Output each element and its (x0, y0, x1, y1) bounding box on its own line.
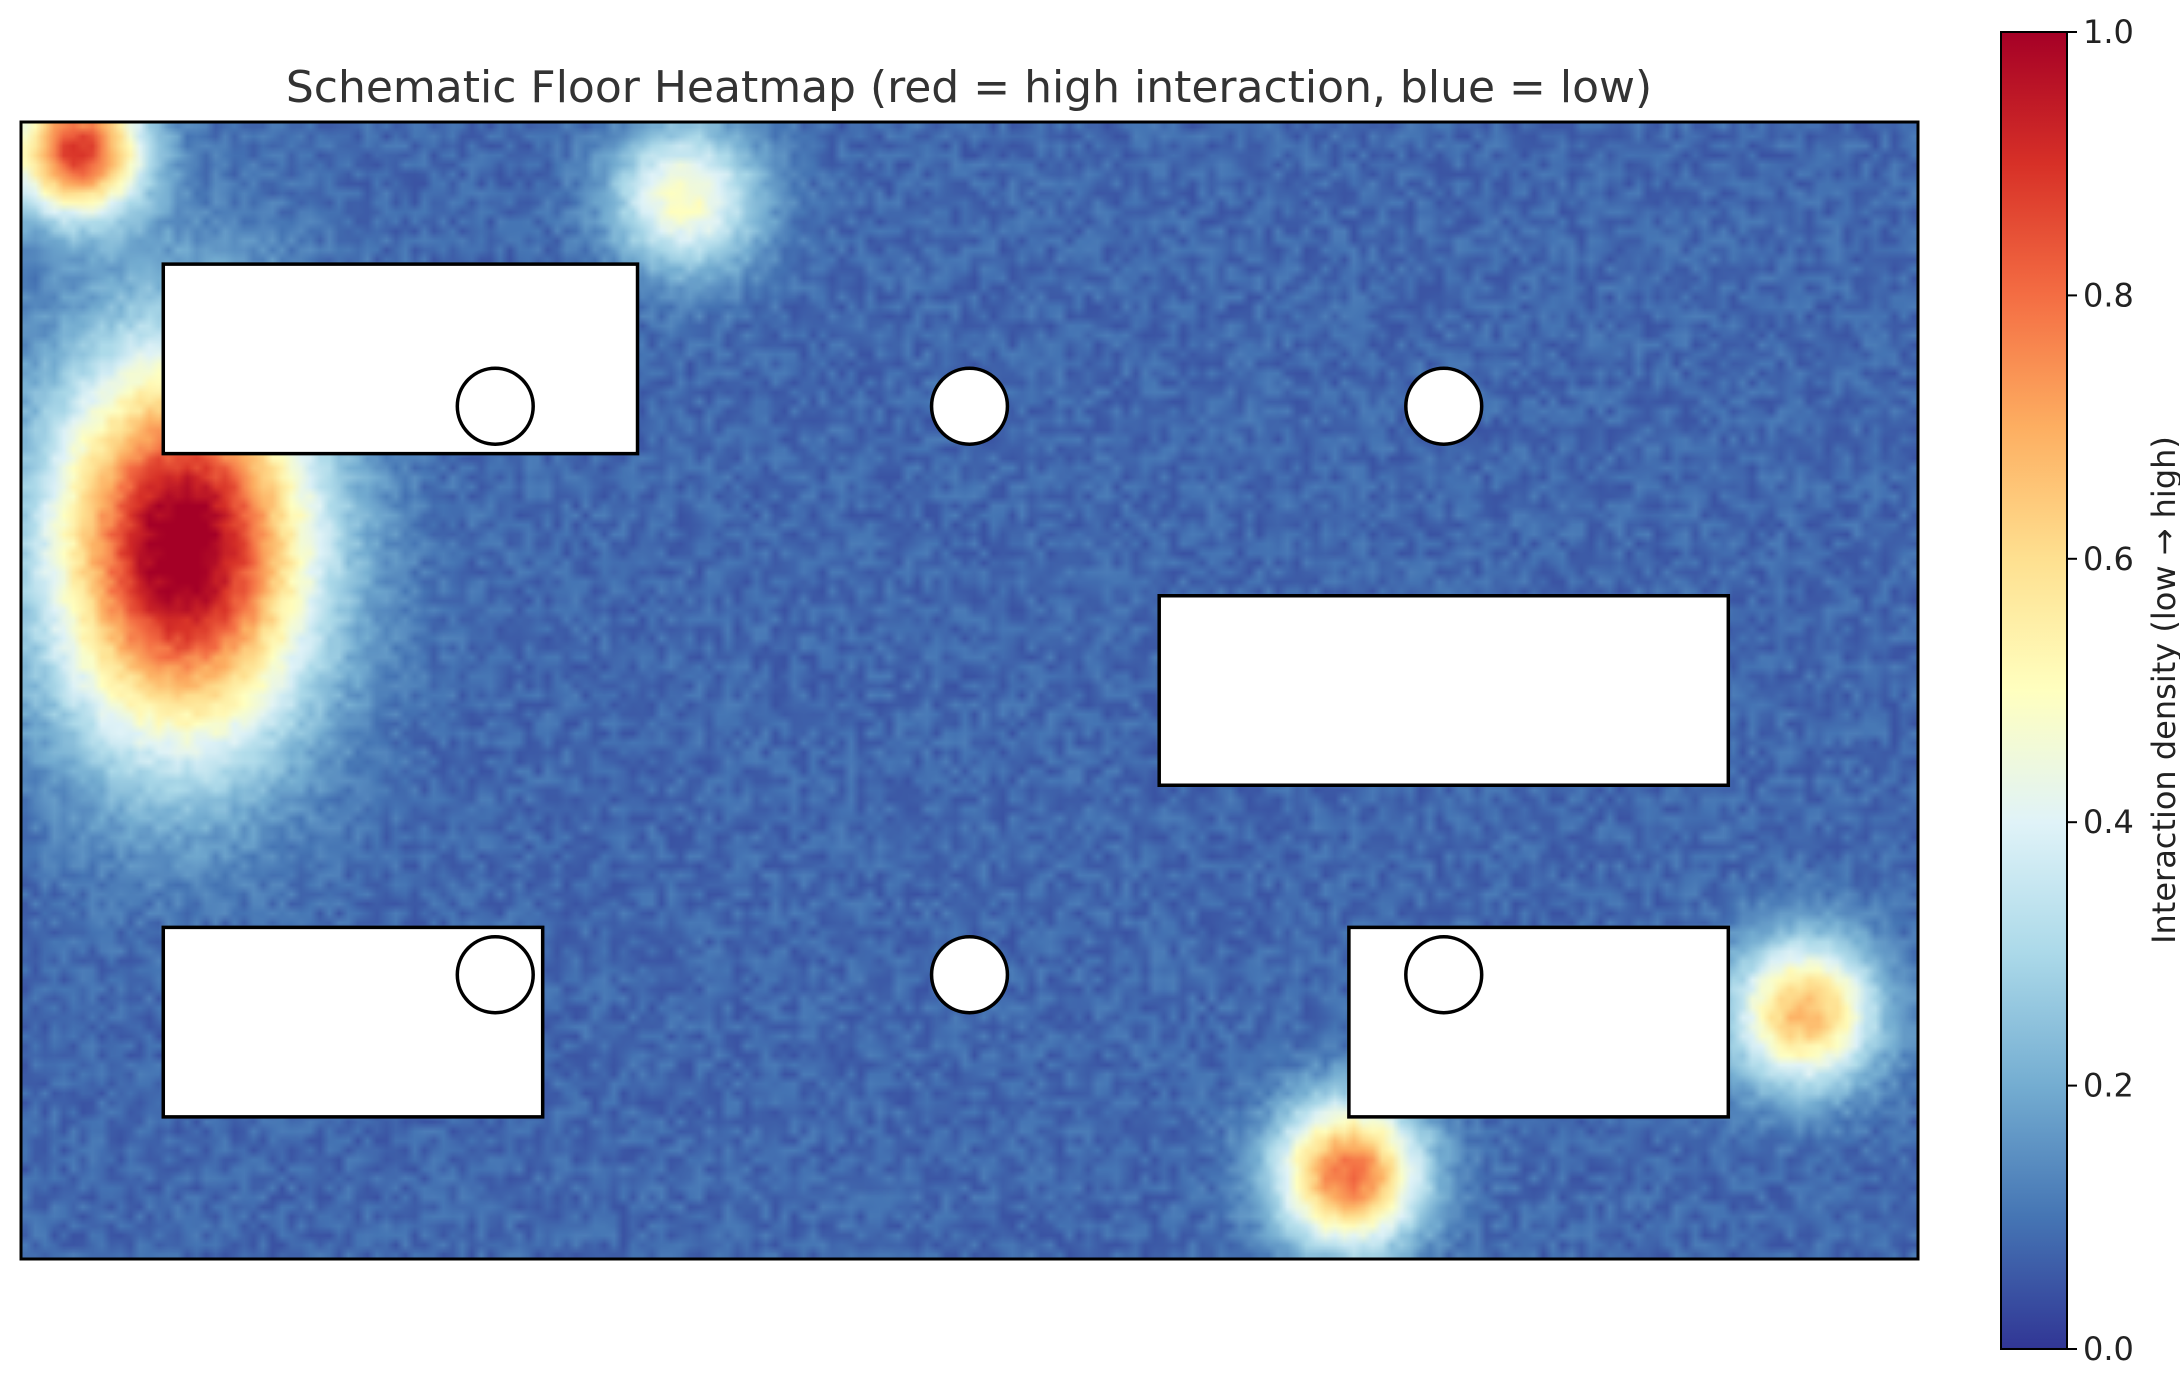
obstacle-circle (455, 935, 535, 1015)
obstacle-circle (929, 935, 1010, 1015)
chart-title: Schematic Floor Heatmap (red = high inte… (286, 62, 1652, 113)
colorbar: 0.0 0.2 0.4 0.6 0.8 1.0 Interaction density (… (2000, 13, 2180, 1368)
colorbar-tick-label: 1.0 (2083, 13, 2134, 51)
obstacle-rectangle (1347, 925, 1731, 1119)
colorbar-tick-label: 0.6 (2083, 540, 2134, 578)
colorbar-tick-label: 0.2 (2083, 1067, 2134, 1105)
obstacle-circle (1404, 935, 1484, 1015)
obstacle-circle (929, 366, 1010, 446)
obstacle-rectangle (1157, 594, 1731, 787)
colorbar-label: Interaction density (low → high) (2145, 436, 2180, 944)
colorbar-tick-label: 0.4 (2083, 803, 2134, 841)
colorbar-gradient (2000, 31, 2068, 1350)
colorbar-tick-label: 0.8 (2083, 276, 2134, 314)
plot-area (19, 120, 1920, 1261)
plot-frame (19, 120, 1920, 1261)
obstacle-circle (455, 366, 535, 446)
obstacle-circle (1404, 366, 1484, 446)
colorbar-tick-label: 0.0 (2083, 1330, 2134, 1368)
obstacles (161, 262, 1731, 1119)
colorbar-ticks: 0.0 0.2 0.4 0.6 0.8 1.0 (2067, 13, 2134, 1368)
obstacle-rectangle (161, 262, 640, 456)
